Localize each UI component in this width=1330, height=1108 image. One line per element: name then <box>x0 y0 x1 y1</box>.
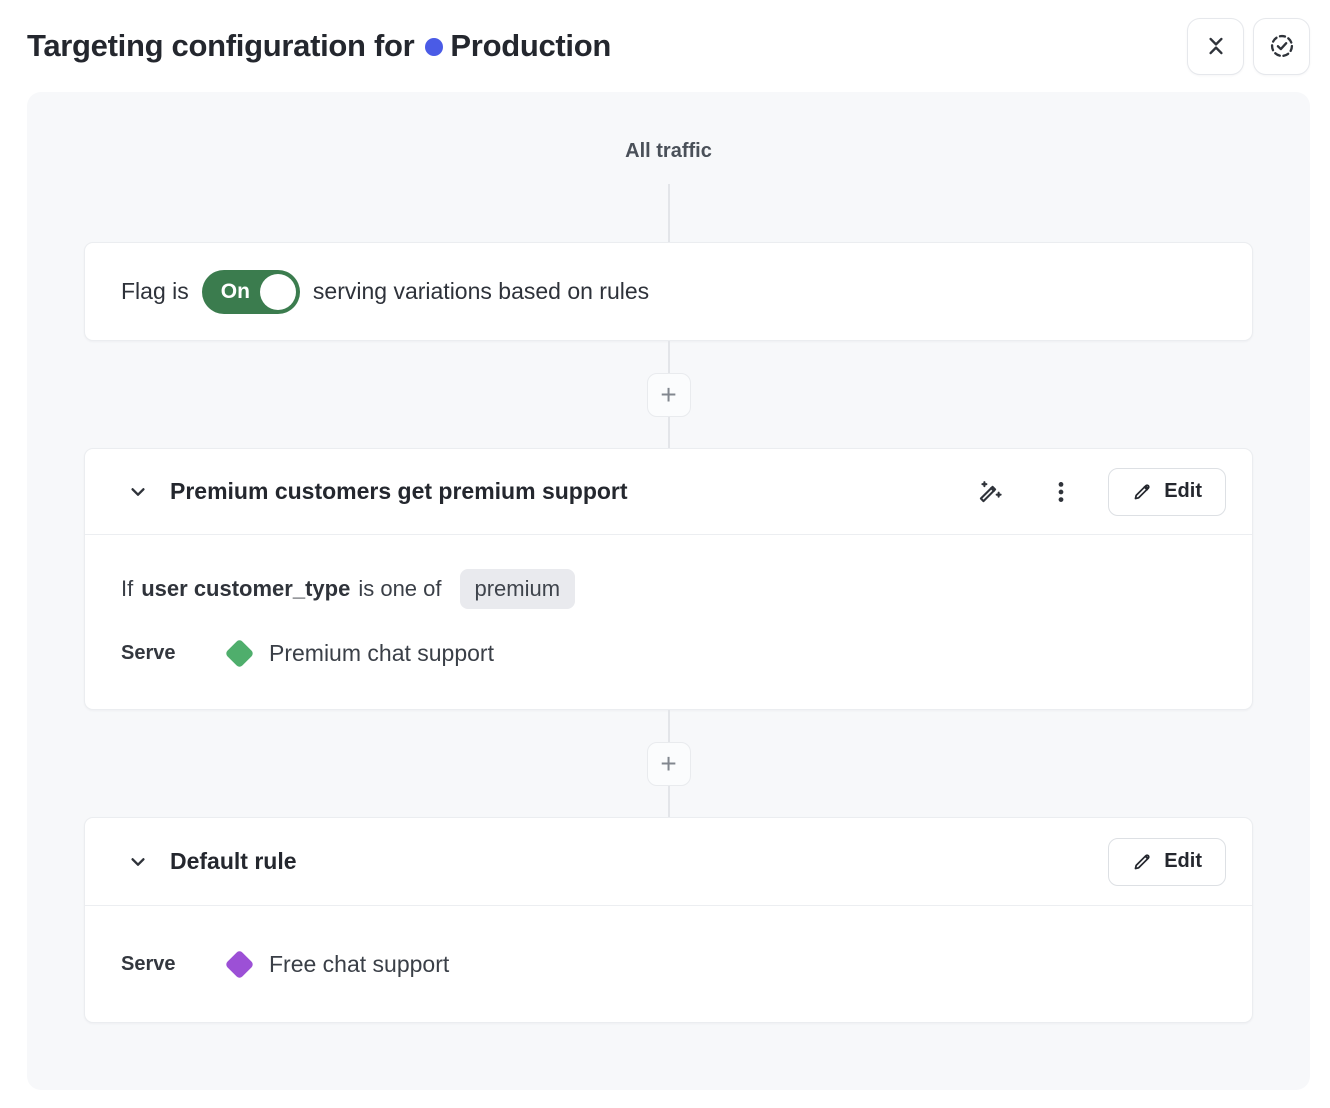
page-title-text: Targeting configuration for <box>27 28 415 63</box>
rule-serve-row: Serve Free chat support <box>121 946 1216 982</box>
magic-wand-icon <box>980 480 1002 502</box>
rule-title: Default rule <box>170 848 297 874</box>
flag-toggle-knob <box>259 273 296 310</box>
condition-operator: is one of <box>358 576 442 601</box>
variation-name: Free chat support <box>269 950 450 977</box>
connector-line <box>667 785 670 817</box>
environment-name: Production <box>450 28 612 63</box>
rule-tools: Edit <box>1108 837 1226 886</box>
plus-icon: + <box>660 747 677 779</box>
variation-name: Premium chat support <box>269 639 494 666</box>
header-actions <box>1187 17 1310 75</box>
flag-status-suffix: serving variations based on rules <box>312 278 650 304</box>
connector-line <box>667 184 670 242</box>
connector-line <box>667 710 670 742</box>
edit-button-label: Edit <box>1164 480 1202 502</box>
condition-value-chip: premium <box>459 569 576 609</box>
condition-prefix: If <box>121 576 134 601</box>
divider <box>85 905 1252 906</box>
plus-icon: + <box>660 378 677 410</box>
condition-attribute: user customer_type <box>141 576 351 601</box>
review-and-save-button[interactable] <box>1253 17 1310 75</box>
approval-check-icon <box>1268 32 1296 60</box>
rule-edit-button[interactable]: Edit <box>1108 837 1226 886</box>
variation-diamond-icon <box>224 949 255 979</box>
rule-body: Serve Free chat support <box>85 906 1252 1022</box>
rule-header: Premium customers get premium support <box>85 449 1252 534</box>
flag-status-prefix: Flag is <box>121 278 189 304</box>
page-header: Targeting configuration for Production <box>0 0 1330 78</box>
rule-condition: If user customer_type is one of premium <box>121 567 1216 611</box>
rule-collapse-toggle[interactable] <box>125 479 151 505</box>
chevron-down-icon <box>131 487 145 496</box>
rule-body: If user customer_type is one of premium … <box>85 535 1252 709</box>
rule-tools: Edit <box>976 467 1226 516</box>
flag-status-card: Flag is On serving variations based on r… <box>84 242 1253 341</box>
rule-header: Default rule Edit <box>85 818 1252 905</box>
connector-line <box>667 341 670 373</box>
rule-title: Premium customers get premium support <box>170 478 628 504</box>
magic-wand-button[interactable] <box>976 478 1004 506</box>
variation-diamond-icon <box>224 638 255 668</box>
collapse-all-button[interactable] <box>1187 17 1244 75</box>
page-title: Targeting configuration for Production <box>27 28 611 64</box>
add-rule-button[interactable]: + <box>646 372 691 417</box>
rule-serve-row: Serve Premium chat support <box>121 635 1216 671</box>
chevron-down-icon <box>131 857 145 866</box>
pencil-icon <box>1134 854 1150 870</box>
rule-card-premium: Premium customers get premium support <box>84 448 1253 710</box>
rule-card-default: Default rule Edit Serve Free chat suppor… <box>84 817 1253 1023</box>
environment-dot-icon <box>425 38 444 56</box>
all-traffic-label: All traffic <box>625 140 712 162</box>
add-rule-button[interactable]: + <box>646 741 691 786</box>
divider <box>85 534 1252 535</box>
serve-label: Serve <box>121 641 176 664</box>
collapse-icon <box>1203 33 1229 59</box>
add-rule-connector: + <box>84 710 1253 817</box>
flag-toggle[interactable]: On <box>201 269 300 314</box>
flag-toggle-label: On <box>220 279 250 303</box>
targeting-panel: All traffic Flag is On serving variation… <box>27 92 1310 1090</box>
rule-overflow-menu-button[interactable] <box>1048 479 1074 505</box>
rule-edit-button[interactable]: Edit <box>1108 467 1226 516</box>
serve-label: Serve <box>121 952 176 975</box>
pencil-icon <box>1134 484 1150 500</box>
rule-collapse-toggle[interactable] <box>125 849 151 875</box>
edit-button-label: Edit <box>1164 850 1202 872</box>
kebab-menu-icon <box>1058 481 1064 502</box>
add-rule-connector: + <box>84 341 1253 448</box>
connector-line <box>667 416 670 448</box>
